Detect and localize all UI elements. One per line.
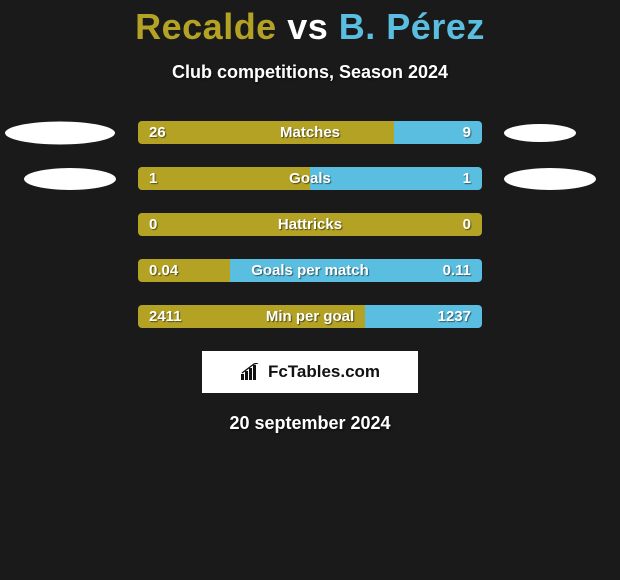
page-title: Recalde vs B. Pérez bbox=[0, 6, 620, 48]
stat-rows: 269Matches 11Goals 00Hattricks 0.040.11Goal… bbox=[0, 121, 620, 329]
stat-row: 11Goals bbox=[0, 167, 620, 191]
comparison-infographic: Recalde vs B. Pérez Club competitions, S… bbox=[0, 0, 620, 434]
date-label: 20 september 2024 bbox=[0, 413, 620, 434]
stat-bar: 269Matches bbox=[138, 121, 482, 144]
player1-name: Recalde bbox=[135, 6, 277, 47]
stat-row: 269Matches bbox=[0, 121, 620, 145]
right-ellipse bbox=[504, 168, 596, 190]
stat-row: 24111237Min per goal bbox=[0, 305, 620, 329]
subtitle: Club competitions, Season 2024 bbox=[0, 62, 620, 83]
vs-label: vs bbox=[287, 6, 328, 47]
stat-label: Goals bbox=[138, 167, 482, 190]
stat-bar: 11Goals bbox=[138, 167, 482, 190]
stat-row: 0.040.11Goals per match bbox=[0, 259, 620, 283]
stat-label: Hattricks bbox=[138, 213, 482, 236]
stat-row: 00Hattricks bbox=[0, 213, 620, 237]
stat-bar: 24111237Min per goal bbox=[138, 305, 482, 328]
brand-box: FcTables.com bbox=[202, 351, 418, 393]
stat-bar: 0.040.11Goals per match bbox=[138, 259, 482, 282]
left-ellipse bbox=[5, 122, 115, 145]
stat-label: Goals per match bbox=[138, 259, 482, 282]
brand-text: FcTables.com bbox=[268, 362, 380, 382]
stat-label: Min per goal bbox=[138, 305, 482, 328]
stat-label: Matches bbox=[138, 121, 482, 144]
stat-bar: 00Hattricks bbox=[138, 213, 482, 236]
player2-name: B. Pérez bbox=[339, 6, 485, 47]
left-ellipse bbox=[24, 168, 116, 190]
bar-chart-icon bbox=[240, 363, 262, 381]
right-ellipse bbox=[504, 124, 576, 142]
